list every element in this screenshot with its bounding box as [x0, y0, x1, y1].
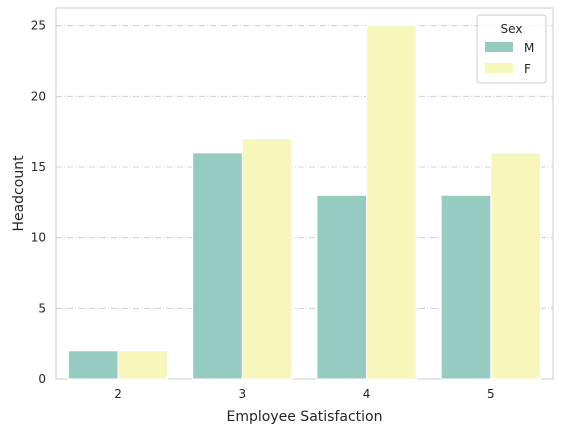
- x-tick-label: 2: [114, 387, 122, 401]
- legend-title: Sex: [501, 22, 523, 36]
- bar-F-2: [118, 351, 168, 379]
- bar-M-5: [441, 195, 491, 379]
- x-tick-label: 4: [363, 387, 371, 401]
- y-axis-label: Headcount: [11, 155, 27, 232]
- bar-M-3: [193, 153, 243, 379]
- y-tick-label: 25: [31, 19, 46, 33]
- legend-label-F: F: [524, 62, 531, 76]
- x-tick-label: 5: [487, 387, 495, 401]
- x-tick-labels: 2 3 4 5: [114, 387, 494, 401]
- legend-swatch-M: [485, 42, 513, 52]
- legend-label-M: M: [524, 41, 534, 55]
- y-tick-label: 20: [31, 89, 46, 103]
- legend: Sex MF: [477, 15, 546, 83]
- y-tick-label: 0: [38, 372, 46, 386]
- x-tick-label: 3: [239, 387, 247, 401]
- y-tick-label: 15: [31, 160, 46, 174]
- legend-swatch-F: [485, 63, 513, 73]
- bar-M-4: [317, 195, 367, 379]
- y-tick-label: 10: [31, 231, 46, 245]
- bar-F-4: [367, 26, 417, 379]
- y-tick-label: 5: [38, 301, 46, 315]
- bar-F-5: [491, 153, 541, 379]
- bar-M-2: [68, 351, 118, 379]
- bar-F-3: [242, 139, 292, 379]
- y-tick-labels: 0 5 10 15 20 25: [31, 19, 46, 386]
- x-axis-label: Employee Satisfaction: [227, 409, 383, 425]
